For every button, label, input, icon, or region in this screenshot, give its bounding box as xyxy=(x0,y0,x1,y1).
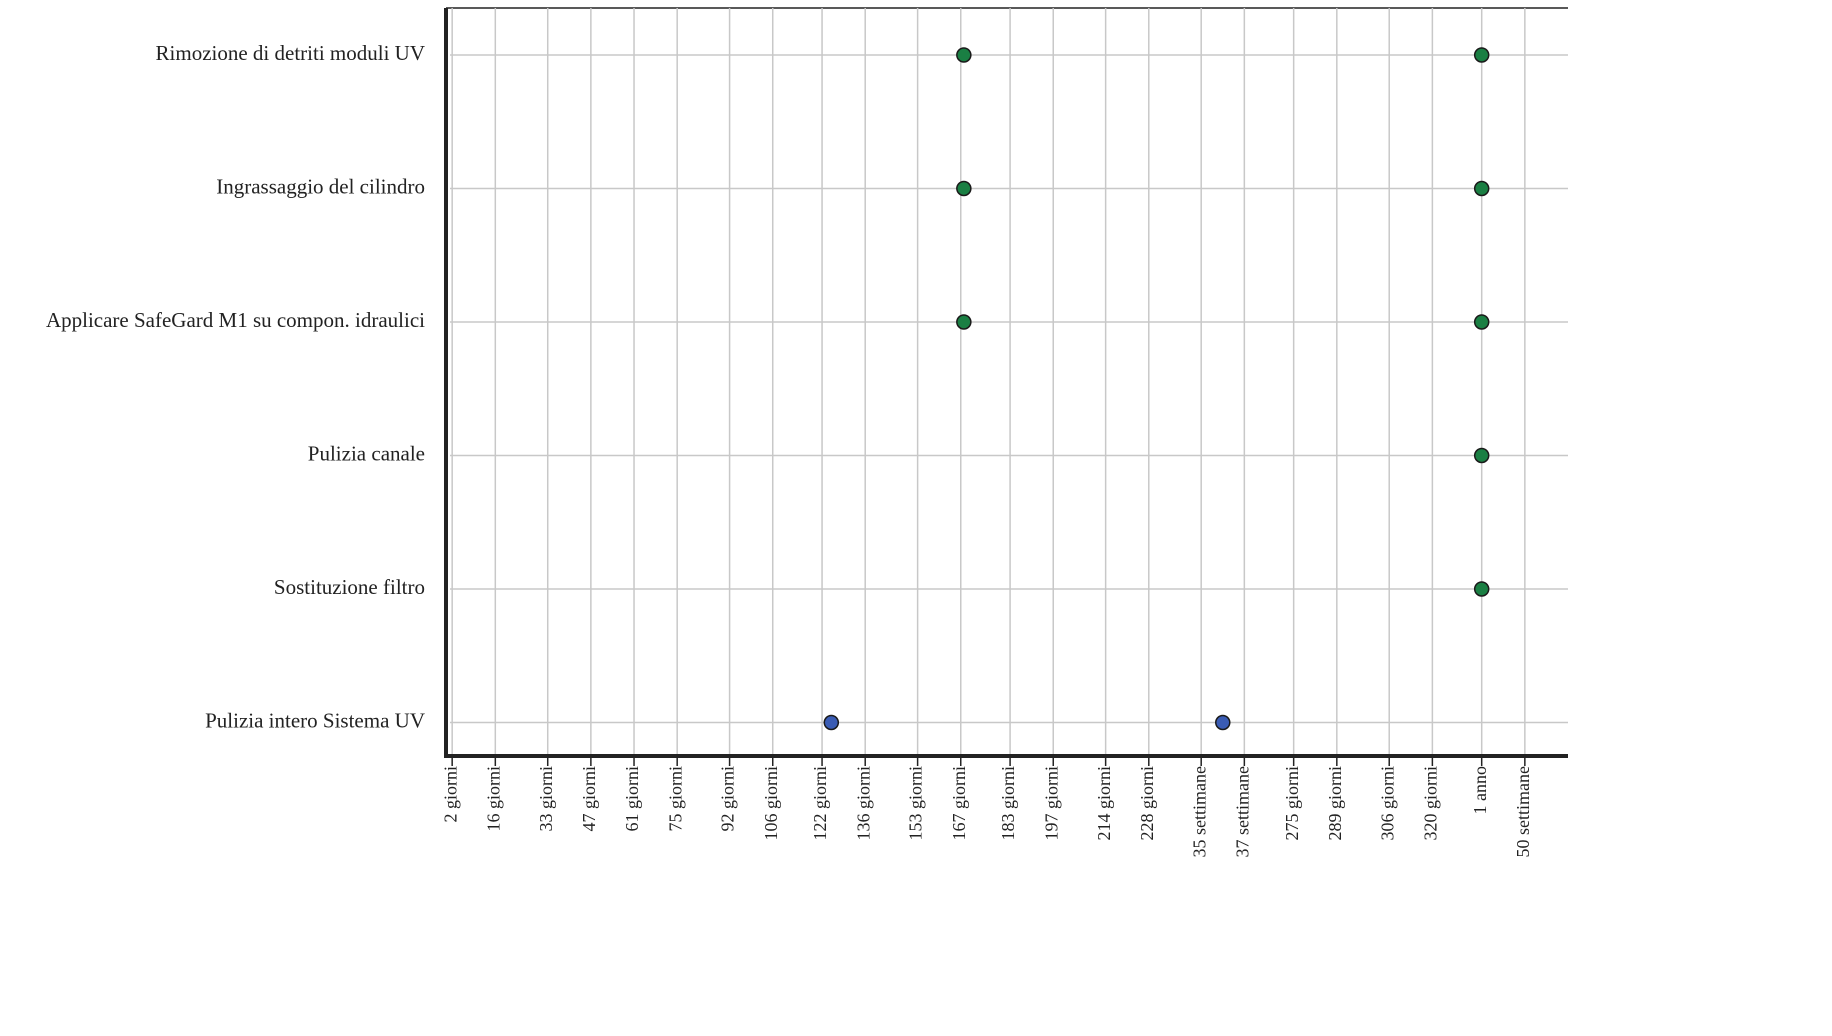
event-dot xyxy=(1473,180,1490,197)
x-tick-label: 228 giorni xyxy=(1137,766,1157,841)
x-tick-label: 197 giorni xyxy=(1041,766,1061,841)
y-category-label: Sostituzione filtro xyxy=(274,575,425,599)
x-tick-label: 275 giorni xyxy=(1282,766,1302,841)
x-tick-label: 167 giorni xyxy=(949,766,969,841)
y-category-label: Ingrassaggio del cilindro xyxy=(216,174,425,198)
y-category-label: Applicare SafeGard M1 su compon. idrauli… xyxy=(46,308,425,332)
x-tick-label: 320 giorni xyxy=(1420,766,1440,841)
event-dot xyxy=(1215,714,1231,731)
event-dot xyxy=(956,47,972,63)
y-category-label: Rimozione di detriti moduli UV xyxy=(156,41,425,65)
x-tick-label: 306 giorni xyxy=(1377,766,1397,841)
x-tick-label: 183 giorni xyxy=(998,766,1018,841)
x-tick-label: 92 giorni xyxy=(718,766,738,832)
x-tick-label: 2 giorni xyxy=(440,766,460,823)
event-dot xyxy=(823,714,840,731)
y-category-label: Pulizia canale xyxy=(308,441,425,465)
x-tick-label: 35 settimane xyxy=(1189,766,1209,857)
x-tick-label: 214 giorni xyxy=(1094,766,1114,841)
x-tick-label: 75 giorni xyxy=(665,766,685,832)
x-tick-label: 47 giorni xyxy=(579,766,599,832)
x-tick-label: 122 giorni xyxy=(810,766,830,841)
x-tick-label: 1 anno xyxy=(1470,766,1490,815)
x-tick-label: 136 giorni xyxy=(853,766,873,841)
x-tick-label: 153 giorni xyxy=(906,766,926,841)
x-tick-label: 16 giorni xyxy=(483,766,503,832)
event-dot xyxy=(1473,447,1490,464)
x-tick-label: 37 settimane xyxy=(1232,766,1252,857)
event-dot xyxy=(1473,47,1490,63)
event-dot xyxy=(1473,581,1490,597)
x-tick-label: 61 giorni xyxy=(622,766,642,832)
x-tick-label: 33 giorni xyxy=(536,766,556,832)
x-tick-label: 50 settimane xyxy=(1513,766,1533,857)
event-dot xyxy=(956,180,972,197)
x-tick-label: 289 giorni xyxy=(1325,766,1345,841)
event-dot xyxy=(1473,314,1490,330)
x-tick-label: 106 giorni xyxy=(761,766,781,841)
event-dot xyxy=(956,314,972,330)
y-category-label: Pulizia intero Sistema UV xyxy=(205,708,425,732)
